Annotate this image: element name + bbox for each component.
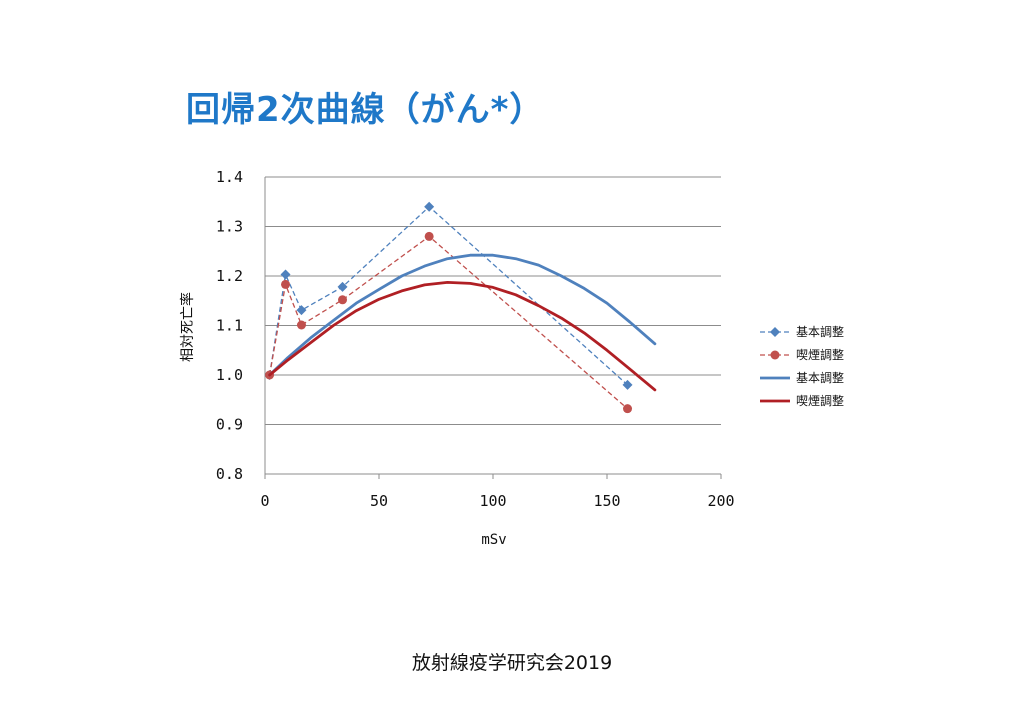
data-point [623,404,633,414]
legend-item: 喫煙調整 [760,393,844,408]
y-axis-title: 相対死亡率 [179,292,196,362]
slide-footer: 放射線疫学研究会2019 [411,652,613,674]
data-point [338,295,348,305]
series-2 [268,253,657,377]
data-point [296,320,306,330]
series-line [268,235,628,410]
legend-label: 基本調整 [796,324,844,339]
x-tick-label: 50 [370,492,388,510]
series-1 [265,231,633,414]
slide-title: 回帰2次曲線（がん*） [186,90,545,130]
data-point [424,231,434,241]
legend-item: 喫煙調整 [760,347,844,362]
data-point [280,269,291,280]
legend-item: 基本調整 [760,370,844,385]
legend-marker [770,350,780,360]
y-tick-label: 1.1 [216,317,243,335]
y-tick-label: 0.9 [216,416,243,434]
legend-item: 基本調整 [760,324,844,339]
legend-label: 喫煙調整 [796,393,844,408]
y-tick-label: 1.0 [216,366,243,384]
y-tick-labels: 0.8 0.9 1.0 1.1 1.2 1.3 1.4 [216,168,243,483]
chart-axes [264,177,722,479]
x-tick-label: 100 [479,492,506,510]
x-tick-label: 200 [707,492,734,510]
x-axis-title: mSv [481,532,506,548]
series-curve [268,253,657,377]
data-point [424,201,435,212]
legend-marker [770,327,780,337]
y-tick-label: 1.2 [216,267,243,285]
y-tick-label: 1.3 [216,218,243,236]
data-point [281,279,291,289]
chart-series [264,201,657,414]
y-tick-label: 1.4 [216,168,243,186]
data-point [296,305,307,316]
x-tick-label: 0 [260,492,269,510]
series-3 [268,280,657,392]
x-tick-labels: 0 50 100 150 200 [260,492,734,510]
series-curve [268,280,657,392]
x-tick-label: 150 [593,492,620,510]
series-line [268,205,628,386]
data-point [337,281,348,292]
data-point [622,379,633,390]
legend-label: 喫煙調整 [796,347,844,362]
series-0 [264,201,633,390]
legend-label: 基本調整 [796,370,844,385]
y-tick-label: 0.8 [216,465,243,483]
